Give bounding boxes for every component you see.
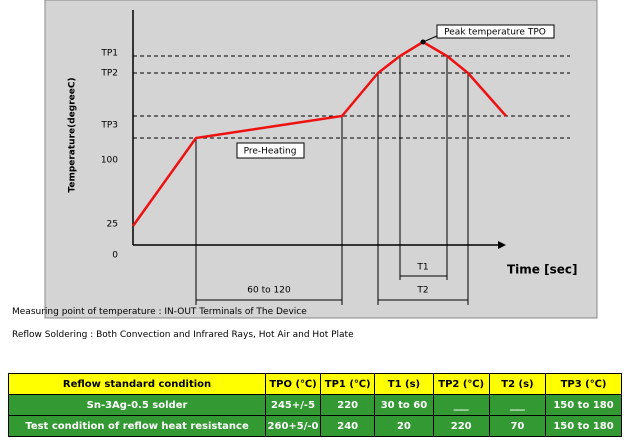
table-cell: TP2 (℃) bbox=[432, 373, 490, 395]
condition-table: Reflow standard condition TPO (℃) TP1 (℃) T… bbox=[7, 373, 622, 437]
table-cell: 220 bbox=[432, 415, 490, 437]
preheat-time: 60 to 120 bbox=[247, 286, 291, 296]
y-labels: TP1 TP2 TP3 100 25 0 bbox=[100, 49, 118, 261]
y-label: TP3 bbox=[100, 121, 118, 131]
table-cell: 260+5/-0 bbox=[265, 415, 321, 437]
table-row: Reflow standard condition TPO (℃) TP1 (℃) T… bbox=[7, 373, 622, 395]
table-cell: 70 bbox=[488, 415, 547, 437]
table-cell: 30 to 60 bbox=[374, 394, 434, 416]
t1-label: T1 bbox=[416, 263, 428, 273]
table-cell: T2 (s) bbox=[488, 373, 547, 395]
table-row: Sn-3Ag-0.5 solder 245+/-5 220 30 to 60 ___ __… bbox=[7, 394, 622, 416]
table-row: Test condition of reflow heat resistance… bbox=[7, 415, 622, 437]
panel bbox=[44, 0, 598, 319]
table-cell: ___ bbox=[432, 394, 490, 416]
y-label: 100 bbox=[101, 156, 118, 166]
note: Measuring point of temperature : IN-OUT … bbox=[12, 307, 307, 317]
table-cell: 20 bbox=[374, 415, 434, 437]
profile-diagram: Peak temperature TPO Pre-Heating 60 to 1… bbox=[44, 0, 598, 319]
t2-label: T2 bbox=[416, 286, 428, 296]
table-cell: TPO (℃) bbox=[265, 373, 321, 395]
y-label: TP2 bbox=[100, 69, 118, 79]
x-arrow bbox=[498, 241, 506, 249]
table-cell: 245+/-5 bbox=[265, 394, 321, 416]
table-cell: Reflow standard condition bbox=[7, 373, 267, 395]
peak-box bbox=[436, 24, 555, 39]
table-cell: 150 to 180 bbox=[545, 394, 622, 416]
x-axis-title: Time [sec] bbox=[507, 263, 577, 277]
table-cell: 150 to 180 bbox=[545, 415, 622, 437]
table-cell: TP3 (℃) bbox=[545, 373, 622, 395]
table-cell: TP1 (℃) bbox=[319, 373, 376, 395]
table-cell: 240 bbox=[319, 415, 376, 437]
temperature-curve bbox=[131, 40, 507, 227]
table-cell: Test condition of reflow heat resistance bbox=[7, 415, 267, 437]
y-label: 0 bbox=[112, 251, 118, 261]
table-cell: ___ bbox=[488, 394, 547, 416]
y-axis-title: Temperature(degreeC) bbox=[68, 77, 78, 192]
table-cell: 220 bbox=[319, 394, 376, 416]
preheat-label: Pre-Heating bbox=[244, 147, 297, 157]
y-label: TP1 bbox=[100, 49, 118, 59]
preheat-box bbox=[236, 142, 305, 159]
table-cell: Sn-3Ag-0.5 solder bbox=[7, 394, 267, 416]
guides bbox=[133, 55, 570, 305]
y-label: 25 bbox=[107, 220, 118, 230]
peak-label: Peak temperature TPO bbox=[444, 28, 546, 38]
table-cell: T1 (s) bbox=[374, 373, 434, 395]
note: Reflow Soldering : Both Convection and I… bbox=[12, 330, 354, 340]
